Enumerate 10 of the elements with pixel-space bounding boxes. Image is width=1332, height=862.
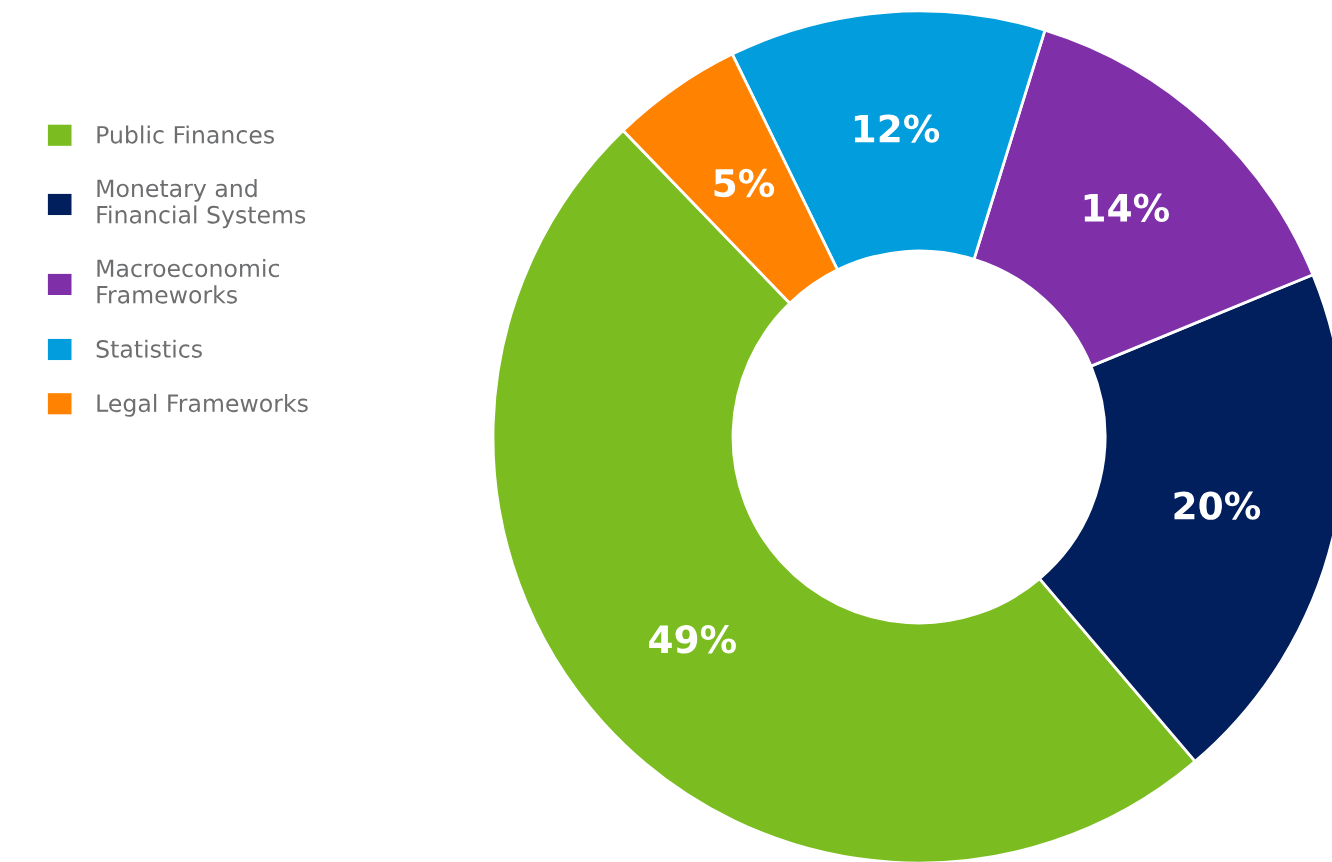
legend-label: Legal Frameworks: [97, 393, 308, 417]
legend-label: Macroeconomic Frameworks: [97, 258, 279, 304]
data-label: 49%: [649, 625, 736, 654]
data-label: 5%: [714, 168, 775, 198]
data-label: 14%: [1084, 193, 1170, 222]
data-label: 20%: [1174, 491, 1261, 520]
legend-label: Public Finances: [97, 125, 274, 144]
data-label: 12%: [854, 114, 940, 143]
legend-label: Statistics: [96, 339, 202, 358]
legend-label: Monetary and Financial Systems: [97, 178, 306, 229]
